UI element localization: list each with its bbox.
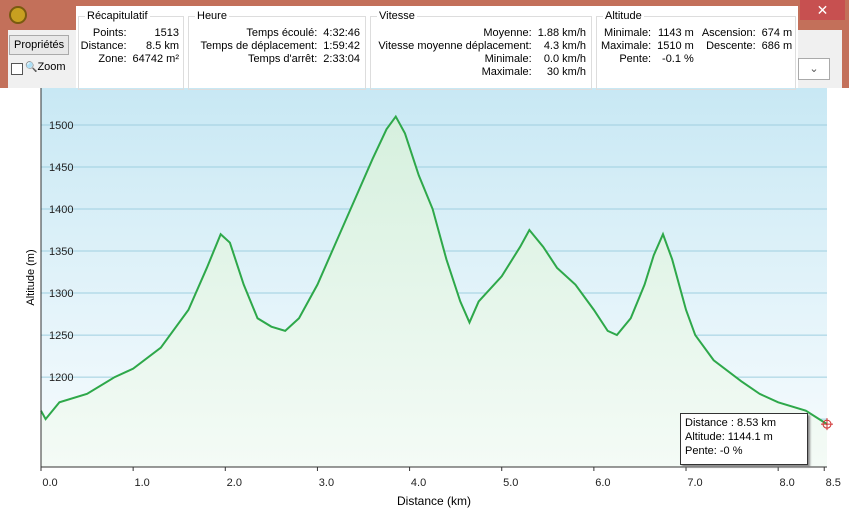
group-altitude: Altitude Minimale: 1143 m Ascension: 674 m Ma… <box>596 10 796 90</box>
x-axis-label: Distance (km) <box>397 494 471 508</box>
x-tick-label: 8.5 <box>826 477 841 489</box>
summary-row: Points: 1513 <box>80 27 180 40</box>
group-title: Récapitulatif <box>85 10 150 22</box>
zoom-checkbox[interactable] <box>11 63 23 75</box>
tooltip-distance: Distance : 8.53 km <box>685 417 777 429</box>
y-tick-label: 1400 <box>49 204 73 216</box>
y-tick-label: 1200 <box>49 372 73 384</box>
summary-cell: 1143 m <box>657 27 694 39</box>
summary-cell: 4:32:46 <box>323 27 360 39</box>
summary-cell: Minimale: <box>484 53 532 65</box>
summary-cell: 1:59:42 <box>323 40 360 52</box>
x-tick-label: 8.0 <box>780 477 795 489</box>
summary-cell: Moyenne: <box>483 27 532 39</box>
summary-cell: 30 km/h <box>546 66 586 78</box>
x-tick-label: 0.0 <box>42 477 57 489</box>
summary-cell: 1.88 km/h <box>537 27 586 39</box>
elevation-line <box>40 114 828 425</box>
tooltip-altitude: Altitude: 1144.1 m <box>685 431 773 443</box>
summary-cell: Temps de déplacement: <box>200 40 318 52</box>
x-tick-label: 7.0 <box>687 477 702 489</box>
magnifier-icon: 🔍 <box>25 62 38 73</box>
y-tick-label: 1250 <box>49 330 73 342</box>
group-recap: Récapitulatif Points: 1513 Distance: 8.5 km Z… <box>78 10 184 90</box>
summary-cell: Temps écoulé: <box>246 27 318 39</box>
group-heure: Heure Temps écoulé: 4:32:46 Temps de déplac… <box>188 10 366 90</box>
summary-row: Zone: 64742 m² <box>80 53 180 66</box>
summary-cell: Ascension: <box>701 27 756 39</box>
summary-cell <box>695 53 757 66</box>
summary-cell: Pente: <box>619 53 652 65</box>
summary-panel: Récapitulatif Points: 1513 Distance: 8.5 km Z… <box>76 6 798 90</box>
summary-row: Temps de déplacement: 1:59:42 <box>200 40 362 53</box>
summary-row: Moyenne: 1.88 km/h <box>377 27 587 40</box>
summary-cell: 64742 m² <box>132 53 179 65</box>
summary-cell: 674 m <box>761 27 793 39</box>
summary-cell: Distance: <box>80 40 127 52</box>
summary-cell: Points: <box>92 27 127 39</box>
summary-cell <box>757 53 794 66</box>
summary-cell: Minimale: <box>604 27 652 39</box>
y-axis-label: Altitude (m) <box>25 249 37 305</box>
summary-cell: 8.5 km <box>145 40 179 52</box>
group-title: Altitude <box>603 10 644 22</box>
tooltip-pente: Pente: -0 % <box>685 445 743 457</box>
close-button[interactable]: ✕ <box>800 0 845 20</box>
dropdown-select[interactable]: ⌄ <box>798 58 830 80</box>
summary-cell: -0.1 % <box>662 53 694 65</box>
x-tick-label: 1.0 <box>134 477 149 489</box>
chevron-down-icon: ⌄ <box>809 63 819 75</box>
x-tick-label: 2.0 <box>227 477 242 489</box>
summary-cell: 2:33:04 <box>323 53 360 65</box>
summary-cell: Maximale: <box>481 66 532 78</box>
summary-cell: Maximale: <box>601 40 652 52</box>
plot-area <box>41 88 827 467</box>
x-tick-label: 5.0 <box>503 477 518 489</box>
summary-row: Temps d'arrêt: 2:33:04 <box>200 53 362 66</box>
group-title: Heure <box>195 10 229 22</box>
summary-cell: Vitesse moyenne déplacement: <box>378 40 532 52</box>
y-tick-label: 1350 <box>49 246 73 258</box>
y-tick-label: 1150 <box>49 414 73 426</box>
hover-tooltip: Distance : 8.53 km Altitude: 1144.1 m Pe… <box>680 413 808 465</box>
summary-row: Maximale: 1510 m Descente: 686 m <box>600 40 793 53</box>
summary-cell: 4.3 km/h <box>543 40 586 52</box>
summary-row: Minimale: 1143 m Ascension: 674 m <box>600 27 793 40</box>
group-title: Vitesse <box>377 10 417 22</box>
summary-row: Pente: -0.1 % <box>600 53 793 66</box>
x-tick-label: 3.0 <box>319 477 334 489</box>
x-tick-label: 6.0 <box>595 477 610 489</box>
y-tick-label: 1500 <box>49 120 73 132</box>
summary-cell: Descente: <box>706 40 756 52</box>
x-tick-label: 4.0 <box>411 477 426 489</box>
summary-cell: 1510 m <box>657 40 694 52</box>
summary-row: Minimale: 0.0 km/h <box>377 53 587 66</box>
y-tick-label: 1300 <box>49 288 73 300</box>
summary-cell: Temps d'arrêt: <box>247 53 318 65</box>
summary-cell: 0.0 km/h <box>543 53 586 65</box>
summary-cell: 1513 <box>154 27 179 39</box>
summary-row: Distance: 8.5 km <box>80 40 180 53</box>
cursor-marker-icon <box>822 419 832 429</box>
tab-proprietes[interactable]: Propriétés <box>9 35 70 55</box>
summary-row: Maximale: 30 km/h <box>377 66 587 79</box>
summary-row: Temps écoulé: 4:32:46 <box>200 27 362 40</box>
zoom-label: 🔍Zoom <box>25 61 66 73</box>
y-tick-label: 1450 <box>49 162 73 174</box>
summary-row: Vitesse moyenne déplacement: 4.3 km/h <box>377 40 587 53</box>
summary-cell: Zone: <box>98 53 127 65</box>
group-vitesse: Vitesse Moyenne: 1.88 km/h Vitesse moyenne … <box>370 10 592 90</box>
summary-cell: 686 m <box>761 40 793 52</box>
app-icon <box>9 6 27 24</box>
